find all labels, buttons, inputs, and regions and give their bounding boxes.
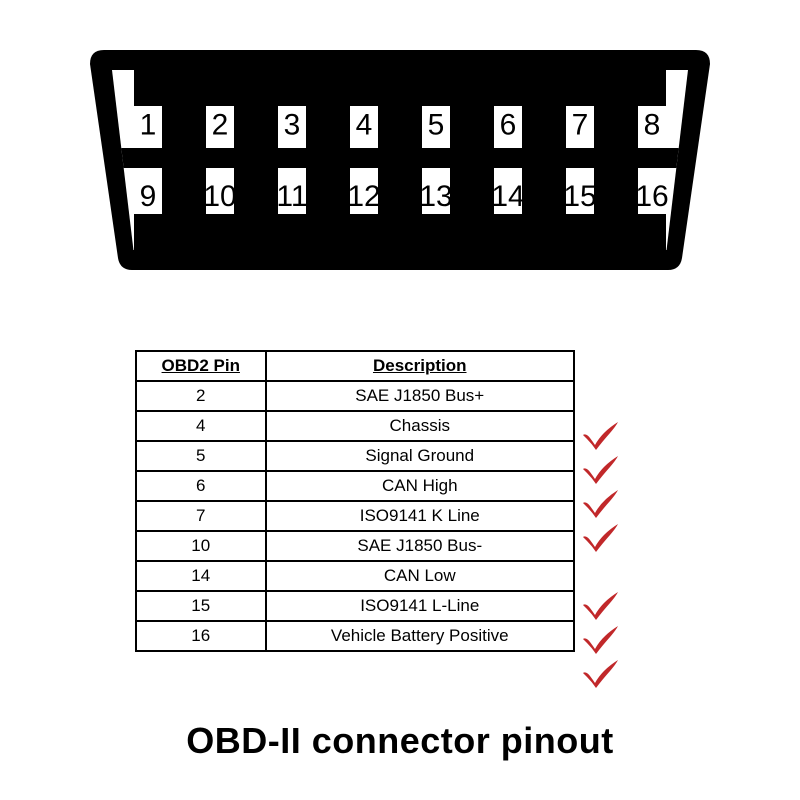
svg-text:6: 6: [500, 109, 517, 142]
check-slot: [580, 486, 640, 520]
svg-text:7: 7: [572, 109, 589, 142]
cell-desc: Vehicle Battery Positive: [266, 621, 575, 651]
check-slot: [580, 384, 640, 418]
check-icon: [580, 658, 620, 688]
checkmarks-column: [580, 384, 640, 690]
cell-desc: Chassis: [266, 411, 575, 441]
check-icon: [580, 522, 620, 552]
check-icon: [580, 454, 620, 484]
cell-desc: Signal Ground: [266, 441, 575, 471]
svg-text:2: 2: [212, 109, 229, 142]
table-row: 4Chassis: [136, 411, 574, 441]
svg-text:1: 1: [140, 109, 157, 142]
diagram-caption: OBD-II connector pinout: [0, 720, 800, 762]
cell-pin: 14: [136, 561, 266, 591]
cell-pin: 5: [136, 441, 266, 471]
pinout-table-wrap: OBD2 Pin Description 2SAE J1850 Bus+4Cha…: [135, 350, 575, 652]
svg-text:15: 15: [563, 180, 596, 213]
table-row: 16Vehicle Battery Positive: [136, 621, 574, 651]
cell-pin: 7: [136, 501, 266, 531]
svg-text:5: 5: [428, 109, 445, 142]
svg-text:3: 3: [284, 109, 301, 142]
check-slot: [580, 520, 640, 554]
cell-desc: ISO9141 K Line: [266, 501, 575, 531]
cell-pin: 4: [136, 411, 266, 441]
check-slot: [580, 622, 640, 656]
table-row: 2SAE J1850 Bus+: [136, 381, 574, 411]
check-slot: [580, 452, 640, 486]
check-icon: [580, 488, 620, 518]
connector-svg: 1 9 2 10 3 11 4 12 5 13 6 14 7 15 8 16: [90, 50, 710, 270]
cell-pin: 16: [136, 621, 266, 651]
check-icon: [580, 420, 620, 450]
cell-desc: SAE J1850 Bus+: [266, 381, 575, 411]
cell-desc: CAN Low: [266, 561, 575, 591]
obd-connector-diagram: 1 9 2 10 3 11 4 12 5 13 6 14 7 15 8 16: [90, 50, 710, 270]
cell-desc: ISO9141 L-Line: [266, 591, 575, 621]
svg-text:14: 14: [491, 180, 524, 213]
pinout-table: OBD2 Pin Description 2SAE J1850 Bus+4Cha…: [135, 350, 575, 652]
header-desc: Description: [266, 351, 575, 381]
cell-desc: CAN High: [266, 471, 575, 501]
check-slot: [580, 588, 640, 622]
table-row: 6CAN High: [136, 471, 574, 501]
cell-desc: SAE J1850 Bus-: [266, 531, 575, 561]
svg-text:4: 4: [356, 109, 373, 142]
check-icon: [580, 624, 620, 654]
table-row: 10SAE J1850 Bus-: [136, 531, 574, 561]
table-row: 15ISO9141 L-Line: [136, 591, 574, 621]
svg-text:16: 16: [635, 180, 668, 213]
table-header-row: OBD2 Pin Description: [136, 351, 574, 381]
cell-pin: 6: [136, 471, 266, 501]
table-row: 5Signal Ground: [136, 441, 574, 471]
check-slot: [580, 554, 640, 588]
svg-text:12: 12: [347, 180, 380, 213]
svg-text:8: 8: [644, 109, 661, 142]
table-row: 14CAN Low: [136, 561, 574, 591]
svg-text:9: 9: [140, 180, 157, 213]
svg-text:10: 10: [203, 180, 236, 213]
svg-text:11: 11: [276, 180, 307, 213]
table-body: 2SAE J1850 Bus+4Chassis5Signal Ground6CA…: [136, 381, 574, 651]
header-pin: OBD2 Pin: [136, 351, 266, 381]
cell-pin: 2: [136, 381, 266, 411]
table-row: 7ISO9141 K Line: [136, 501, 574, 531]
check-slot: [580, 656, 640, 690]
cell-pin: 10: [136, 531, 266, 561]
check-icon: [580, 590, 620, 620]
svg-text:13: 13: [419, 180, 452, 213]
check-slot: [580, 418, 640, 452]
cell-pin: 15: [136, 591, 266, 621]
